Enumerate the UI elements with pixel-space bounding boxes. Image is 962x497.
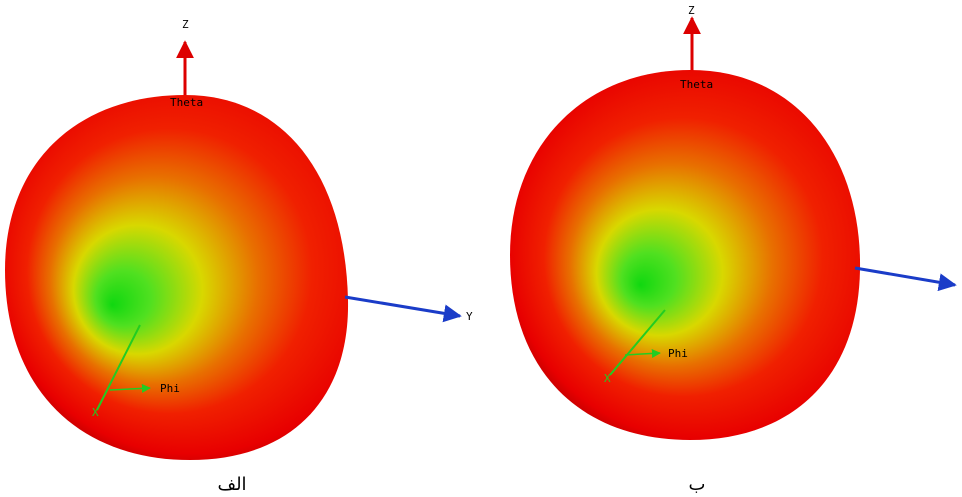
z-label: Z: [182, 18, 189, 31]
x-axis: [96, 324, 141, 411]
y-axis: [854, 266, 957, 292]
theta-label: Theta: [170, 96, 203, 109]
phi-arrow: [109, 383, 151, 393]
y-axis: [344, 295, 462, 323]
phi-label: Phi: [668, 347, 688, 360]
caption: الف: [217, 474, 246, 495]
radiation-pattern: [510, 70, 861, 440]
panel-1: Z Theta Y X Phi الف: [5, 18, 473, 495]
panel-2: Z Theta X Phi ب: [510, 4, 957, 495]
theta-label: Theta: [680, 78, 713, 91]
x-label: X: [604, 372, 611, 385]
phi-arrow: [624, 348, 661, 358]
phi-label: Phi: [160, 382, 180, 395]
x-label: X: [92, 406, 99, 419]
x-axis: [609, 309, 666, 376]
radiation-pattern: [5, 95, 349, 460]
caption: ب: [689, 474, 706, 495]
y-label: Y: [466, 310, 473, 323]
z-label: Z: [688, 4, 695, 17]
